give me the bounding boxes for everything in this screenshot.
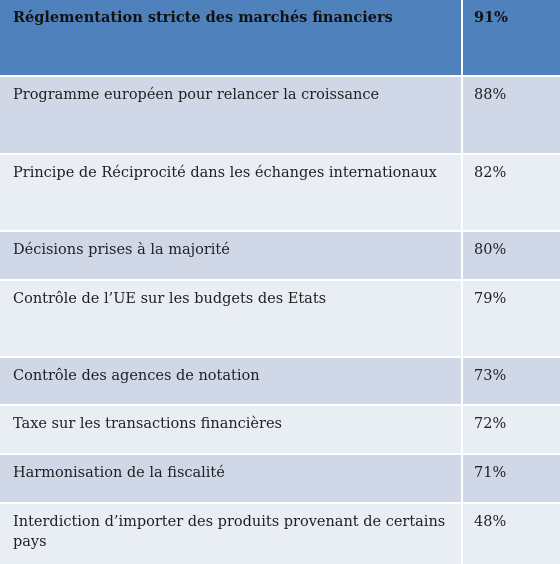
table-row: Programme européen pour relancer la croi… [0,76,560,155]
table-row: Harmonisation de la fiscalité 71% [0,454,560,504]
row-label: Décisions prises à la majorité [0,231,462,281]
row-value: 79% [461,280,560,358]
row-label: Interdiction d’importer des produits pro… [0,503,462,564]
row-label: Harmonisation de la fiscalité [0,454,462,504]
row-label: Programme européen pour relancer la croi… [0,76,462,155]
row-value: 72% [461,405,560,455]
row-value: 48% [461,503,560,564]
header-label: Réglementation stricte des marchés finan… [0,0,462,77]
table-row: Contrôle de l’UE sur les budgets des Eta… [0,280,560,358]
header-value: 91% [461,0,560,77]
row-value: 80% [461,231,560,281]
table-row: Taxe sur les transactions financières 72… [0,405,560,455]
table-row: Décisions prises à la majorité 80% [0,231,560,281]
row-label: Principe de Réciprocité dans les échange… [0,154,462,232]
row-value: 71% [461,454,560,504]
row-value: 73% [461,357,560,406]
row-value: 88% [461,76,560,155]
row-label: Taxe sur les transactions financières [0,405,462,455]
table-header-row: Réglementation stricte des marchés finan… [0,0,560,77]
row-label: Contrôle de l’UE sur les budgets des Eta… [0,280,462,358]
row-label: Contrôle des agences de notation [0,357,462,406]
table-row: Contrôle des agences de notation 73% [0,357,560,406]
table-row: Interdiction d’importer des produits pro… [0,503,560,564]
table-row: Principe de Réciprocité dans les échange… [0,154,560,232]
row-value: 82% [461,154,560,232]
